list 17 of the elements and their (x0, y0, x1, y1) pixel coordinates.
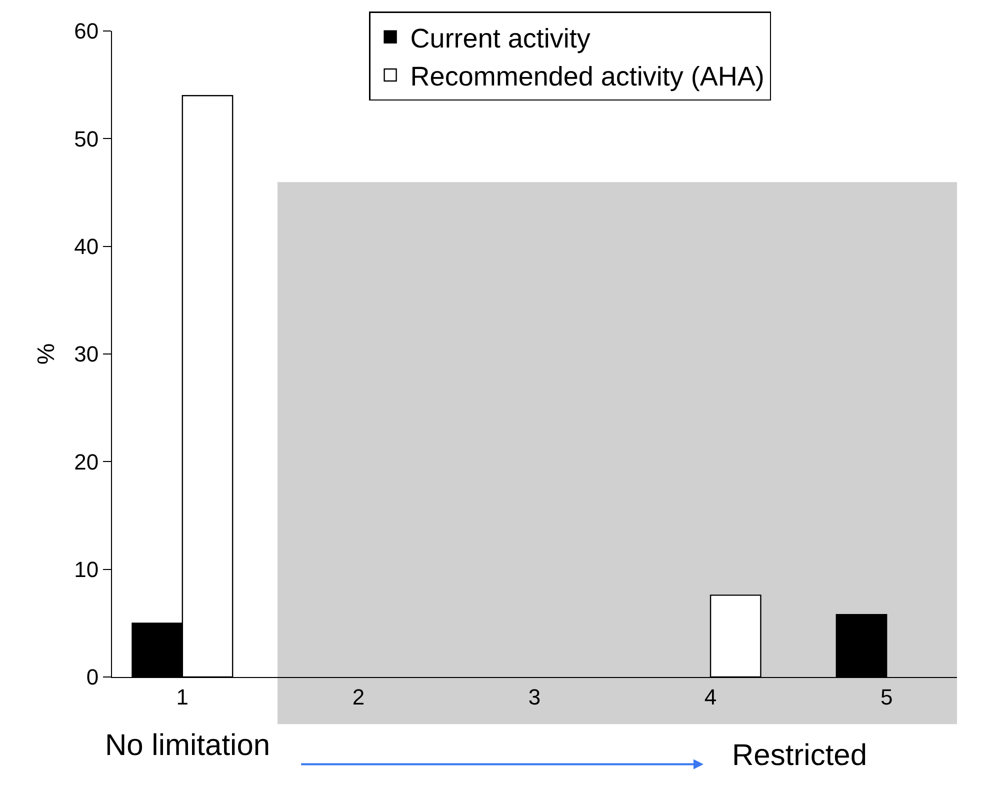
y-tick-label: 40 (74, 234, 99, 260)
x-tick-label: 1 (176, 684, 189, 710)
legend-label: Recommended activity (AHA) (410, 62, 764, 92)
x-tick-label: 4 (704, 684, 717, 710)
y-tick-label: 10 (74, 557, 99, 582)
legend-label: Current activity (410, 23, 591, 54)
x-tick-label: 3 (528, 684, 541, 710)
y-tick-label: 20 (74, 449, 99, 474)
x-tick-label: 2 (352, 684, 365, 710)
y-tick-label: 0 (86, 664, 99, 690)
text: Restricted (732, 739, 868, 772)
x-tick-label: 5 (880, 684, 893, 710)
y-tick-label: 50 (74, 126, 99, 152)
y-axis-title: % (33, 343, 60, 365)
y-tick-label: 30 (74, 342, 99, 367)
y-tick-label: 60 (74, 18, 99, 44)
text: No limitation (105, 729, 270, 762)
